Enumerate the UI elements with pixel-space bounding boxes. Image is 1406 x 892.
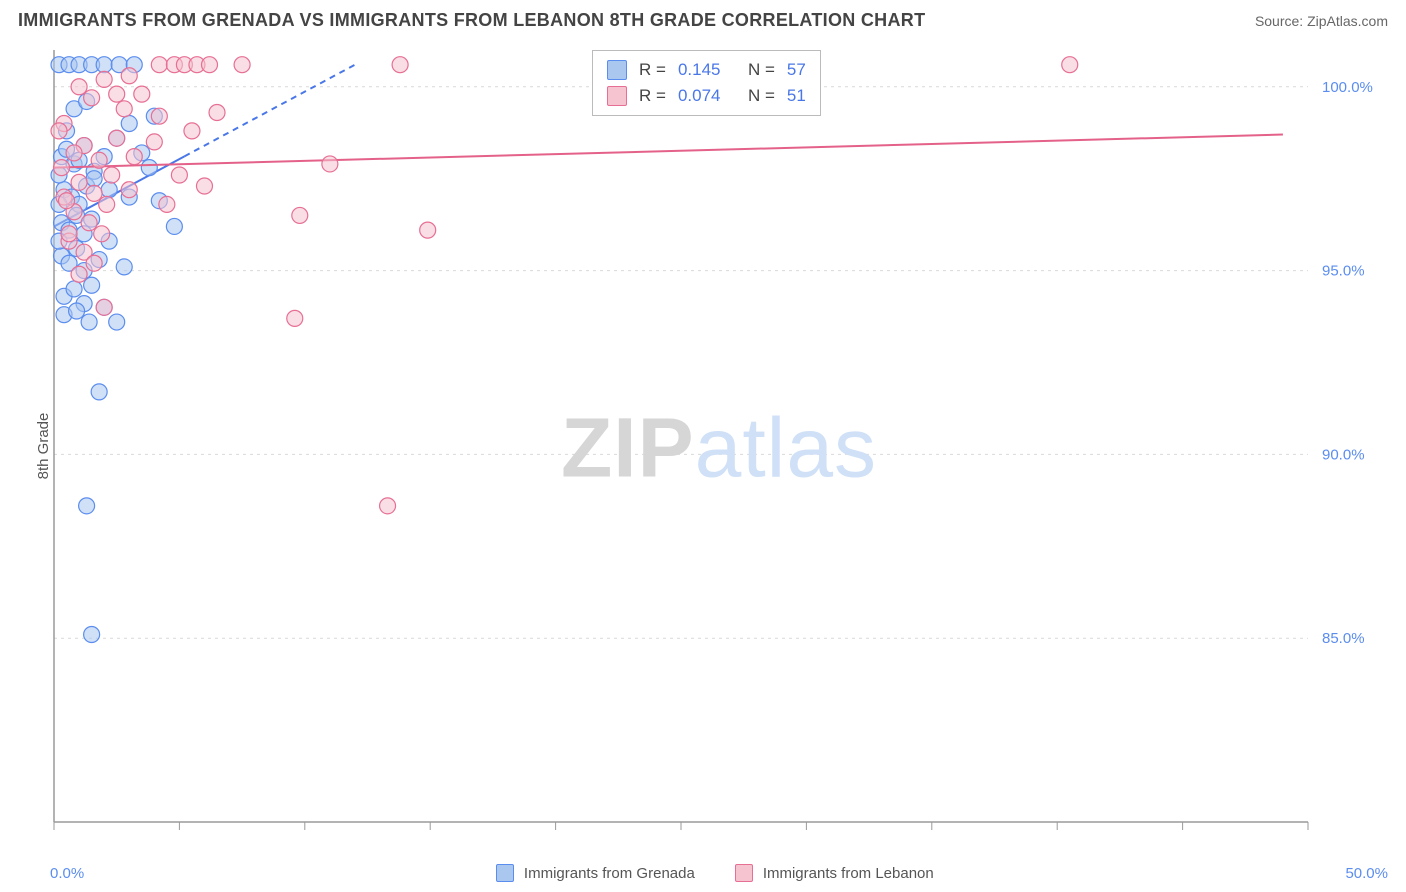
correlation-legend-row: R = 0.074 N = 51 [607,83,806,109]
legend-label-grenada: Immigrants from Grenada [524,865,695,882]
source-label: Source: [1255,13,1307,29]
n-label: N = [748,60,775,80]
legend-swatch [607,60,627,80]
r-value: 0.074 [678,86,736,106]
x-axis-footer: 0.0% Immigrants from Grenada Immigrants … [50,864,1388,882]
legend-item-lebanon: Immigrants from Lebanon [735,864,934,882]
r-label: R = [639,86,666,106]
chart-title: IMMIGRANTS FROM GRENADA VS IMMIGRANTS FR… [18,10,925,31]
svg-text:100.0%: 100.0% [1322,79,1373,96]
r-value: 0.145 [678,60,736,80]
scatter-chart-svg: 85.0% 90.0% 95.0% 100.0% [50,46,1388,850]
x-axis-max-label: 50.0% [1345,865,1388,882]
n-value: 57 [787,60,806,80]
chart-area: 85.0%90.0%95.0%100.0% ZIPatlas R =0.145N… [50,46,1388,850]
legend-swatch-grenada [496,864,514,882]
n-label: N = [748,86,775,106]
legend-label-lebanon: Immigrants from Lebanon [763,865,934,882]
source-name: ZipAtlas.com [1307,13,1388,29]
source-attribution: Source: ZipAtlas.com [1255,13,1388,29]
legend-swatch [607,86,627,106]
n-value: 51 [787,86,806,106]
legend-swatch-lebanon [735,864,753,882]
series-legend: Immigrants from Grenada Immigrants from … [84,864,1345,882]
svg-text:95.0%: 95.0% [1322,263,1365,280]
svg-text:90.0%: 90.0% [1322,446,1365,463]
correlation-legend-row: R = 0.145 N = 57 [607,57,806,83]
correlation-legend: R = 0.145 N = 57 R = 0.074 N = 51 [592,50,821,116]
r-label: R = [639,60,666,80]
svg-text:85.0%: 85.0% [1322,630,1365,647]
x-axis-min-label: 0.0% [50,865,84,882]
legend-item-grenada: Immigrants from Grenada [496,864,695,882]
